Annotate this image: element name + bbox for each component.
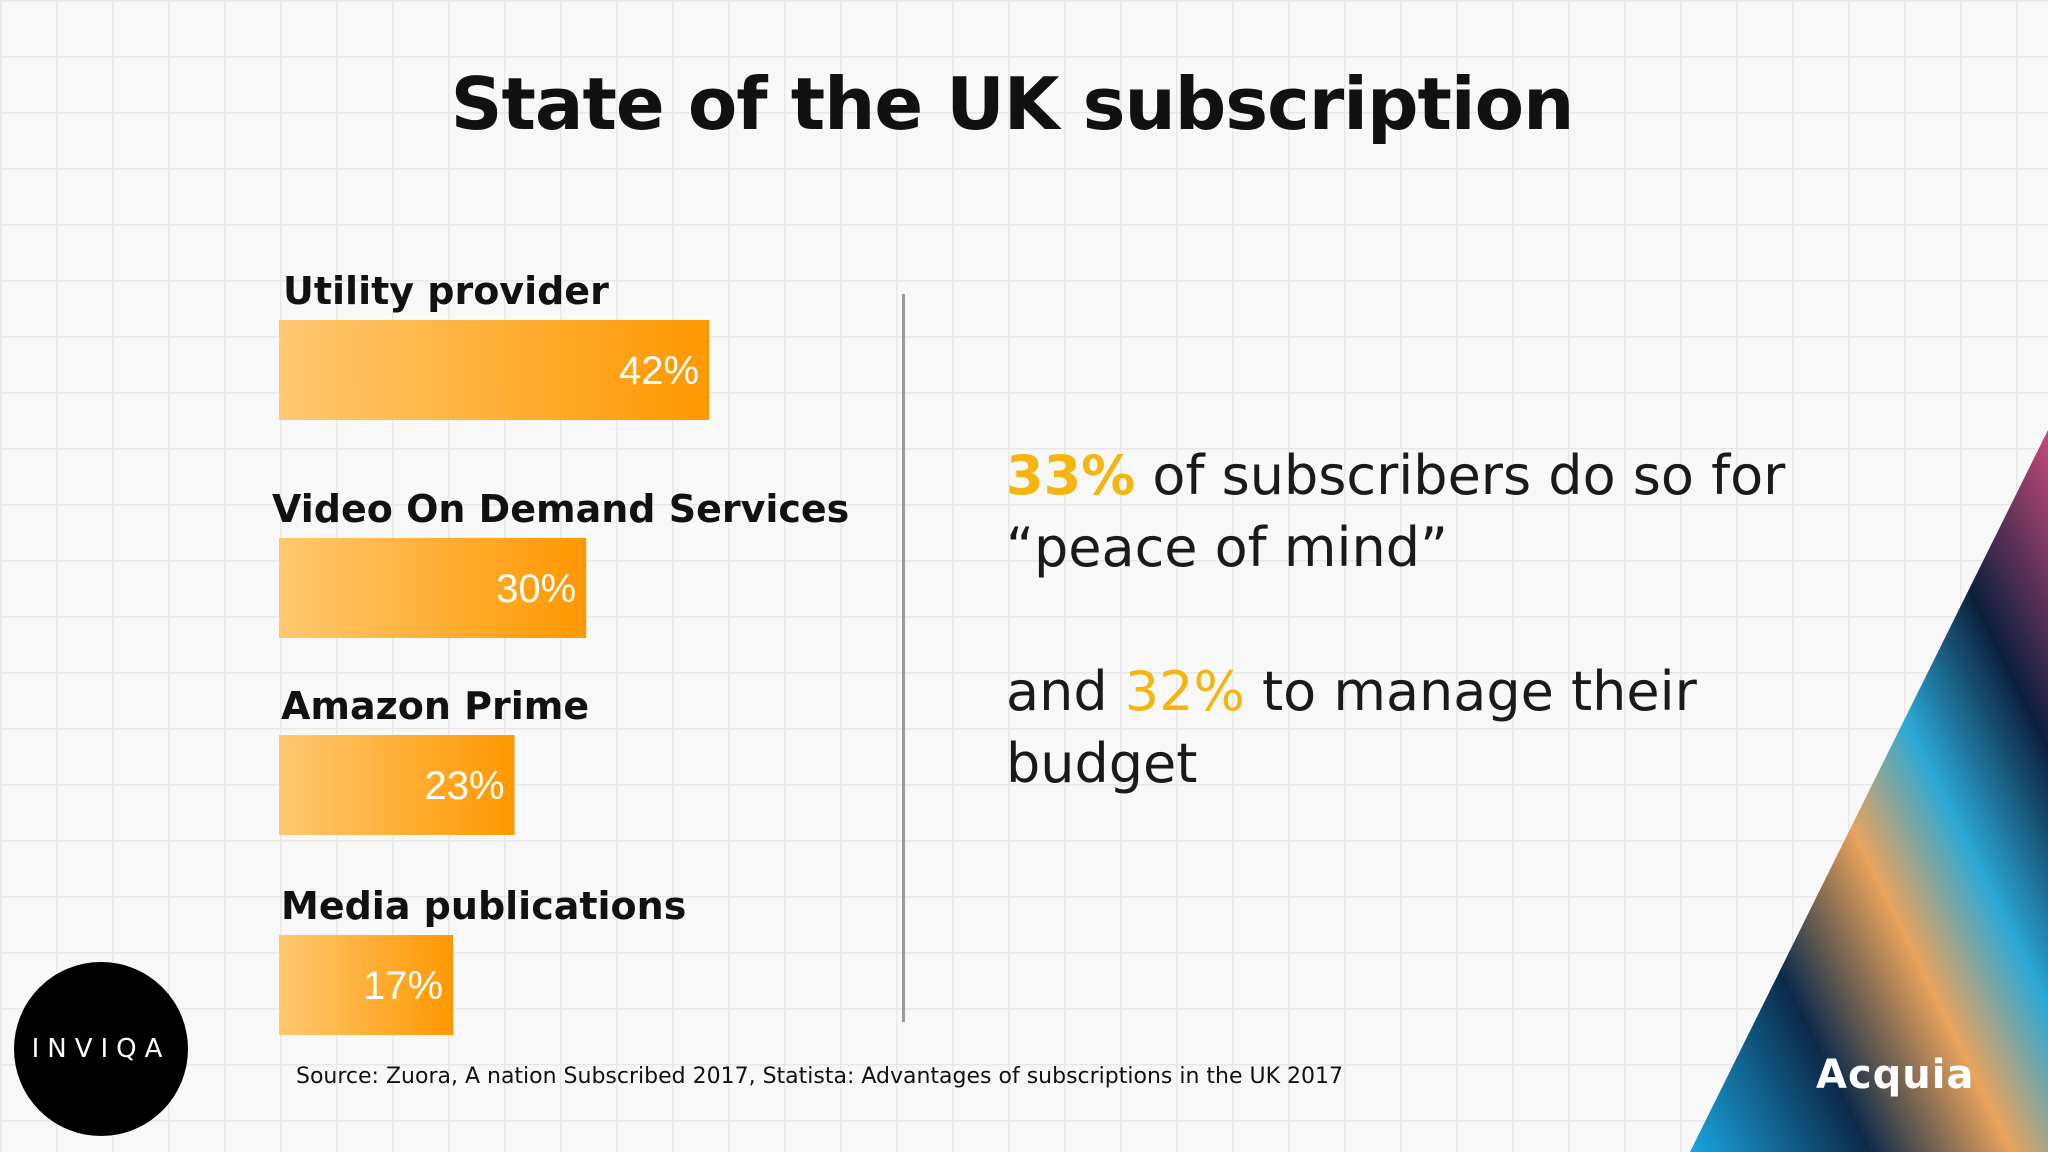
inviqa-logo-text: INVIQA bbox=[31, 1034, 171, 1064]
stat-peace-of-mind-text: of subscribers do so for “peace of mind” bbox=[1006, 444, 1786, 579]
bar-value-label: 30% bbox=[496, 567, 576, 611]
stat-peace-of-mind: 33% of subscribers do so for “peace of m… bbox=[1006, 440, 1826, 584]
source-citation: Source: Zuora, A nation Subscribed 2017,… bbox=[296, 1064, 1343, 1089]
stat-manage-budget: and 32% to manage their budget bbox=[1006, 656, 1826, 800]
bar-value-label: 23% bbox=[424, 764, 504, 808]
bar-value-label: 42% bbox=[619, 349, 699, 393]
category-label: Media publications bbox=[281, 884, 686, 928]
stat-manage-budget-percent: 32% bbox=[1124, 660, 1245, 723]
stat-peace-of-mind-percent: 33% bbox=[1006, 444, 1136, 507]
category-label: Utility provider bbox=[283, 269, 609, 313]
bar bbox=[279, 735, 515, 835]
acquia-logo: Acquia bbox=[1816, 1052, 1975, 1098]
bar bbox=[279, 320, 710, 420]
column-divider bbox=[902, 294, 905, 1022]
stat-manage-budget-text: to manage their budget bbox=[1006, 660, 1697, 795]
slide-title: State of the UK subscription bbox=[450, 62, 1575, 146]
bar bbox=[279, 538, 587, 638]
bar bbox=[279, 935, 454, 1035]
category-label: Video On Demand Services bbox=[272, 487, 849, 531]
bar-value-label: 17% bbox=[363, 964, 443, 1008]
inviqa-logo: INVIQA bbox=[14, 962, 188, 1136]
category-label: Amazon Prime bbox=[281, 684, 589, 728]
stat-manage-budget-prefix: and bbox=[1006, 660, 1125, 723]
